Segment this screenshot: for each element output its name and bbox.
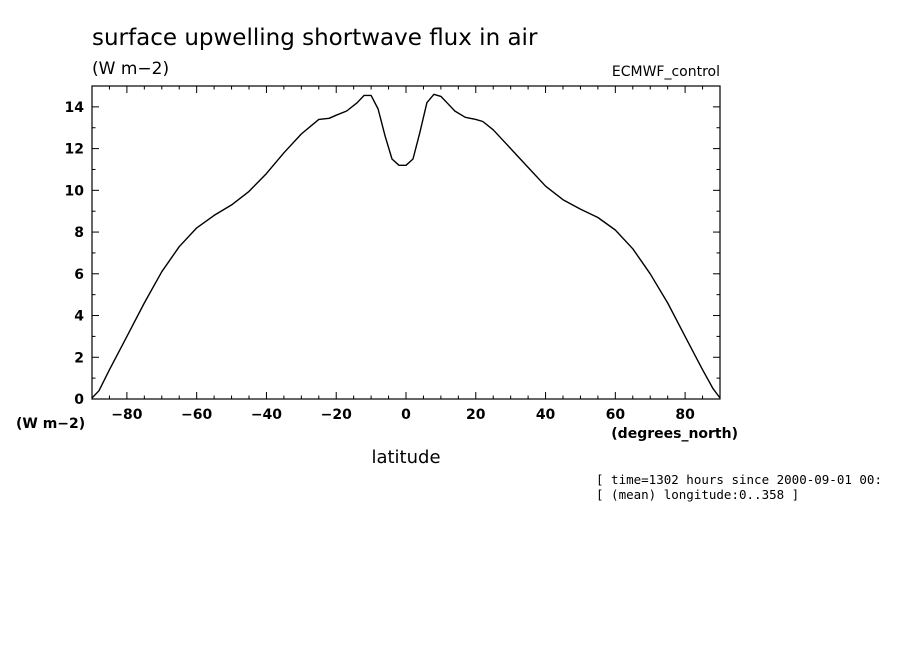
axis-ticks bbox=[91, 86, 721, 400]
x-tick-label: −20 bbox=[321, 407, 352, 423]
y-tick-label: 8 bbox=[74, 225, 84, 241]
x-axis-label: latitude bbox=[371, 447, 440, 468]
y-tick-label: 14 bbox=[65, 100, 85, 116]
y-tick-label: 6 bbox=[74, 267, 84, 283]
y-tick-label: 12 bbox=[65, 142, 84, 158]
x-tick-label: 0 bbox=[401, 407, 411, 423]
x-tick-labels: −80 −60 −40 −20 0 20 40 60 80 bbox=[111, 407, 695, 423]
series-line bbox=[91, 93, 721, 399]
x-tick-label: −40 bbox=[251, 407, 282, 423]
plot-frame bbox=[91, 85, 721, 400]
y-tick-labels: 0 2 4 6 8 10 12 14 bbox=[65, 100, 85, 408]
y-units-label: (W m−2) bbox=[16, 416, 85, 432]
meta-line-longitude: [ (mean) longitude:0..358 ] bbox=[596, 487, 799, 502]
x-tick-label: 80 bbox=[675, 407, 695, 423]
y-tick-label: 0 bbox=[74, 392, 84, 408]
dataset-label: ECMWF_control bbox=[612, 64, 720, 80]
x-tick-label: −80 bbox=[111, 407, 142, 423]
x-tick-label: 60 bbox=[606, 407, 626, 423]
x-tick-label: 20 bbox=[466, 407, 486, 423]
y-tick-label: 10 bbox=[65, 183, 85, 199]
x-tick-label: 40 bbox=[536, 407, 556, 423]
chart-title: surface upwelling shortwave flux in air bbox=[92, 25, 538, 51]
meta-line-time: [ time=1302 hours since 2000-09-01 00: bbox=[596, 472, 882, 487]
x-units-label: (degrees_north) bbox=[611, 426, 738, 442]
x-tick-label: −60 bbox=[181, 407, 212, 423]
series-layer bbox=[91, 93, 721, 399]
y-tick-label: 4 bbox=[74, 309, 84, 325]
units-label: (W m−2) bbox=[92, 59, 169, 79]
y-tick-label: 2 bbox=[74, 350, 84, 366]
